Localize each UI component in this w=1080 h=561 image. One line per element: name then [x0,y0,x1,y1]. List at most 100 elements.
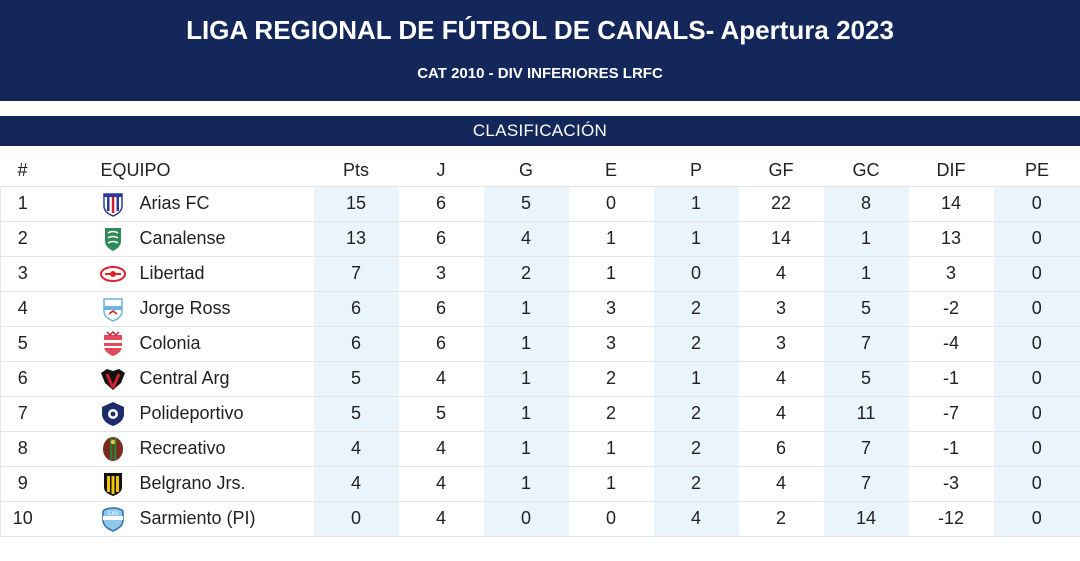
cell-gc: 8 [823,185,909,222]
cell-pe: 0 [993,291,1080,327]
cell-e: 1 [568,256,654,292]
cell-g: 2 [483,256,569,292]
cell-pe: 0 [993,501,1080,537]
cell-pts: 6 [313,326,399,362]
cell-pe: 0 [993,185,1080,222]
cell-p: 2 [653,291,739,327]
cell-dif: -7 [908,396,994,432]
recreativo-crest-icon [102,436,123,461]
cell-dif: 13 [908,221,994,257]
cell-position: 6 [0,361,45,397]
cell-team: Canalense [44,221,314,257]
column-header-pos: # [17,160,28,181]
cell-p: 0 [653,256,739,292]
cell-gf: 2 [738,501,824,537]
table-row: 4 Jorge Ross 6 6 1 3 2 3 5 -2 0 [0,291,1080,327]
cell-pe: 0 [993,256,1080,292]
cell-g: 1 [483,431,569,467]
cell-pts: 7 [313,256,399,292]
cell-team: Colonia [44,326,314,362]
cell-gf: 4 [738,466,824,502]
cell-e: 1 [568,466,654,502]
cell-dif: -1 [908,361,994,397]
sarmiento-crest-icon: CAS [101,506,124,532]
table-row: 3 Libertad 7 3 2 1 0 4 1 3 0 [0,256,1080,292]
team-name: Belgrano Jrs. [139,473,246,493]
section-title-bar: CLASIFICACIÓN [0,116,1080,146]
column-header-p: P [689,160,702,181]
cell-p: 4 [653,501,739,537]
column-header-pts: Pts [342,160,369,181]
cell-j: 3 [398,256,484,292]
cell-pts: 5 [313,361,399,397]
cell-gc: 7 [823,326,909,362]
column-header-pe: PE [1024,160,1049,181]
cell-g: 5 [483,185,569,222]
cell-team: Central Arg [44,361,314,397]
cell-gc: 7 [823,466,909,502]
cell-position: 2 [0,221,45,257]
cell-position: 1 [0,185,45,222]
cell-pe: 0 [993,396,1080,432]
table-row: 2 Canalense 13 6 4 1 1 14 1 13 0 [0,221,1080,257]
jorge-ross-crest-icon [102,297,123,322]
cell-position: 7 [0,396,45,432]
libertad-crest-icon [99,265,126,282]
team-name: Canalense [139,228,226,248]
cell-p: 2 [653,326,739,362]
table-row: 9 Belgrano Jrs. 4 4 1 1 2 4 7 -3 0 [0,466,1080,502]
cell-pe: 0 [993,361,1080,397]
cell-dif: -4 [908,326,994,362]
cell-team: Arias FC [44,185,314,222]
cell-gc: 5 [823,291,909,327]
cell-p: 1 [653,185,739,222]
table-row: 7 Polideportivo 5 5 1 2 2 4 11 -7 0 [0,396,1080,432]
cell-team: Libertad [44,256,314,292]
cell-pts: 13 [313,221,399,257]
column-header-j: J [436,160,446,181]
cell-g: 1 [483,466,569,502]
team-name: Central Arg [139,368,230,388]
table-row: 8 Recreativo 4 4 1 1 2 6 7 -1 0 [0,431,1080,467]
canalense-crest-icon [104,227,121,251]
table-row: 6 Central Arg 5 4 1 2 1 4 5 -1 0 [0,361,1080,397]
cell-gc: 11 [823,396,909,432]
cell-pts: 4 [313,431,399,467]
cell-g: 1 [483,361,569,397]
cell-team: Recreativo [44,431,314,467]
cell-pts: 4 [313,466,399,502]
cell-p: 1 [653,361,739,397]
cell-team: CAS Sarmiento (PI) [44,501,314,537]
colonia-crest-icon [103,330,122,356]
cell-gf: 22 [738,185,824,222]
belgrano-jrs-crest-icon [103,472,122,496]
column-header-gc: GC [852,160,880,181]
cell-dif: 3 [908,256,994,292]
cell-gc: 5 [823,361,909,397]
cell-e: 0 [568,185,654,222]
cell-p: 1 [653,221,739,257]
cell-dif: -12 [908,501,994,537]
cell-dif: -2 [908,291,994,327]
cell-g: 4 [483,221,569,257]
cell-dif: 14 [908,185,994,222]
cell-position: 9 [0,466,45,502]
cell-pts: 15 [313,185,399,222]
column-header-e: E [604,160,617,181]
cell-e: 1 [568,221,654,257]
cell-gf: 6 [738,431,824,467]
cell-gf: 4 [738,396,824,432]
standings-table: # EQUIPO Pts J G E P GF GC DIF PE 1 Arias… [0,156,1080,537]
table-header-row: # EQUIPO Pts J G E P GF GC DIF PE [1,156,1080,186]
cell-gf: 4 [738,256,824,292]
cell-gf: 4 [738,361,824,397]
team-name: Colonia [139,333,201,353]
cell-e: 2 [568,396,654,432]
cell-pe: 0 [993,326,1080,362]
cell-gc: 7 [823,431,909,467]
team-name: Recreativo [139,438,226,458]
cell-j: 5 [398,396,484,432]
page-title: LIGA REGIONAL DE FÚTBOL DE CANALS- Apert… [186,15,894,45]
cell-j: 4 [398,431,484,467]
cell-p: 2 [653,396,739,432]
